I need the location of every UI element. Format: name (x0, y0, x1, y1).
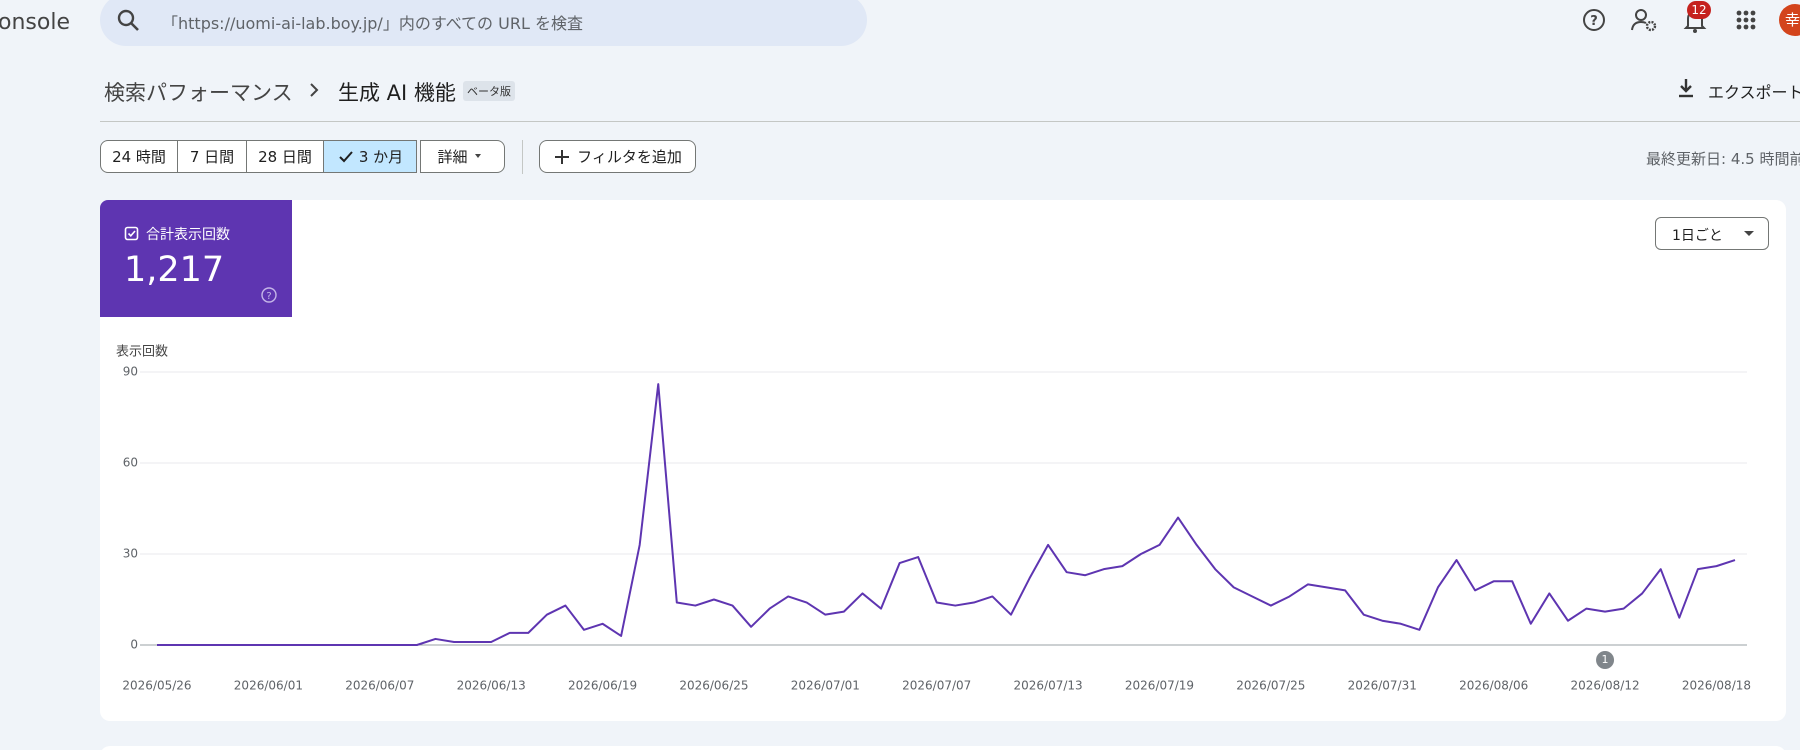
date-range-chip[interactable]: 28 日間 (246, 140, 324, 173)
x-tick-label: 2026/07/01 (791, 679, 860, 693)
svg-text:?: ? (266, 291, 271, 302)
y-axis-label: 表示回数 (116, 345, 168, 360)
x-tick-label: 2026/06/25 (679, 679, 748, 693)
dropdown-arrow (474, 153, 481, 158)
x-tick-label: 2026/06/07 (345, 679, 414, 693)
x-tick-label: 2026/06/13 (457, 679, 526, 693)
brand: onsole (0, 10, 70, 35)
help-icon[interactable]: ? (1580, 6, 1608, 34)
metric-card[interactable]: 合計表示回数 1,217 ? (100, 200, 292, 317)
checkbox (124, 226, 139, 241)
x-tick-label: 2026/08/06 (1459, 679, 1528, 693)
x-tick-label: 2026/06/19 (568, 679, 637, 693)
settings-icon[interactable] (1630, 6, 1658, 34)
avatar[interactable]: 幸 (1779, 4, 1800, 36)
x-tick-label: 2026/07/31 (1348, 679, 1417, 693)
next-card (100, 746, 1786, 750)
check-icon (339, 150, 353, 162)
y-tick-label: 60 (123, 456, 138, 470)
last-updated: 最終更新日: 4.5 時間前 (1646, 150, 1800, 168)
x-tick-label: 2026/08/12 (1570, 679, 1639, 693)
chart-card (100, 200, 1786, 721)
date-range-chip[interactable]: 3 か月 (323, 140, 417, 173)
date-range-label: 7 日間 (189, 148, 235, 166)
beta-badge: ベータ版 (463, 81, 515, 101)
x-tick-label: 2026/06/01 (234, 679, 303, 693)
y-tick-label: 90 (123, 365, 138, 379)
more-button[interactable]: 詳細 (420, 140, 505, 173)
plus-icon (555, 149, 570, 164)
vertical-divider (522, 140, 523, 174)
search-bar[interactable]: 「https://uomi-ai-lab.boy.jp/」内のすべての URL … (100, 0, 867, 46)
metric-value: 1,217 (124, 250, 225, 290)
x-tick-label: 2026/07/07 (902, 679, 971, 693)
export-icon (1679, 79, 1693, 98)
svg-text:?: ? (1590, 14, 1598, 29)
y-tick-label: 30 (123, 547, 138, 561)
breadcrumb-parent[interactable]: 検索パフォーマンス (104, 81, 293, 105)
search-placeholder: 「https://uomi-ai-lab.boy.jp/」内のすべての URL … (162, 14, 583, 33)
y-tick-label: 0 (130, 638, 138, 652)
breadcrumb-current: 生成 AI 機能 (338, 81, 456, 105)
add-filter-button[interactable]: フィルタを追加 (539, 140, 696, 173)
x-tick-label: 2026/08/18 (1682, 679, 1751, 693)
notification-badge: 12 (1687, 1, 1711, 19)
date-range-label: 3 か月 (358, 148, 404, 166)
breadcrumb-separator (310, 83, 319, 97)
date-range-label: 24 時間 (112, 148, 166, 166)
annotation-label: 1 (1602, 653, 1609, 666)
divider (100, 121, 1800, 122)
date-range-label: 28 日間 (258, 148, 312, 166)
apps-icon[interactable] (1734, 8, 1758, 32)
search-icon (117, 9, 139, 31)
granularity-label: 1日ごと (1672, 228, 1723, 244)
date-range-chip[interactable]: 7 日間 (177, 140, 247, 173)
help-icon[interactable]: ? (260, 286, 278, 304)
granularity-select[interactable]: 1日ごと (1655, 217, 1769, 250)
x-tick-label: 2026/07/19 (1125, 679, 1194, 693)
x-tick-label: 2026/07/25 (1236, 679, 1305, 693)
more-label: 詳細 (437, 148, 468, 166)
x-tick-label: 2026/07/13 (1014, 679, 1083, 693)
x-tick-label: 2026/05/26 (122, 679, 191, 693)
metric-label: 合計表示回数 (146, 227, 230, 243)
dropdown-arrow (1744, 231, 1754, 236)
add-filter-label: フィルタを追加 (577, 148, 682, 166)
export-button[interactable]: エクスポート (1708, 83, 1800, 102)
date-range-chip[interactable]: 24 時間 (100, 140, 178, 173)
data-line (157, 383, 1736, 646)
annotation-marker (1596, 651, 1615, 669)
